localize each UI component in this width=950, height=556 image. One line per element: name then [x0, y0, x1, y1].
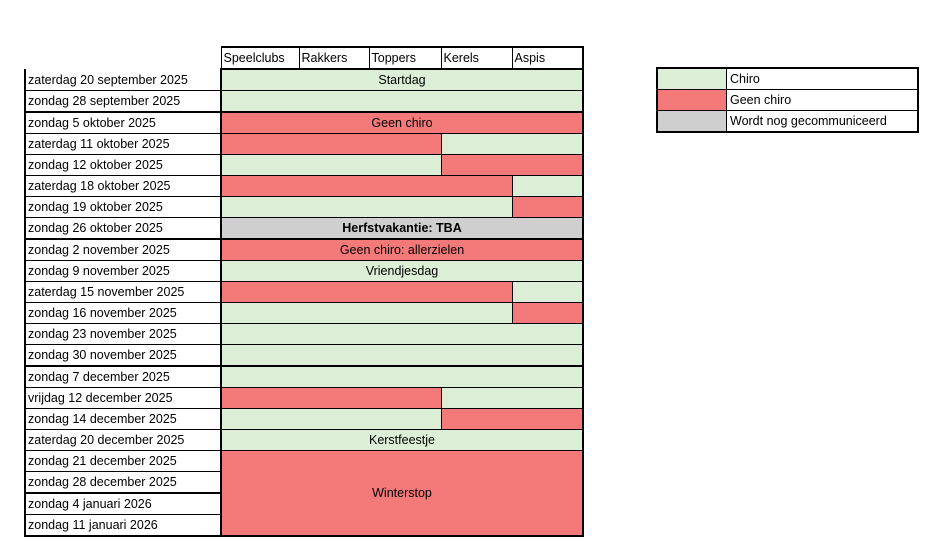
status-cell [220, 90, 584, 113]
event-cell: Herfstvakantie: TBA [220, 217, 584, 240]
schedule-row: zondag 9 november 2025 Vriendjesdag [24, 260, 584, 282]
schedule-row: zaterdag 15 november 2025 [24, 281, 584, 303]
schedule-table: Speelclubs Rakkers Toppers Kerels Aspis zater… [24, 46, 584, 537]
legend-swatch-grey [656, 110, 727, 133]
schedule-row: zondag 2 november 2025 Geen chiro: allerz… [24, 238, 584, 261]
schedule-row: zondag 11 januari 2026 [24, 514, 583, 537]
event-cell: Kerstfeestje [220, 429, 584, 451]
date-cell: zaterdag 18 oktober 2025 [24, 175, 222, 197]
date-cell: zaterdag 20 september 2025 [24, 69, 222, 91]
schedule-row: zondag 28 september 2025 [24, 90, 584, 113]
status-cell [511, 175, 584, 197]
date-cell: zondag 4 januari 2026 [24, 492, 222, 515]
legend-row: Geen chiro [656, 89, 919, 111]
event-cell: Winterstop [220, 450, 584, 537]
group-header-speelclubs: Speelclubs [220, 46, 300, 70]
status-cell [220, 323, 584, 345]
status-cell [220, 196, 513, 218]
status-cell [220, 175, 513, 197]
date-cell: zondag 9 november 2025 [24, 260, 222, 282]
date-cell: zaterdag 11 oktober 2025 [24, 133, 222, 155]
status-cell [511, 281, 584, 303]
legend-row: Wordt nog gecommuniceerd [656, 110, 919, 133]
status-cell [220, 344, 584, 367]
legend-row: Chiro [656, 67, 919, 90]
status-cell [220, 133, 442, 155]
date-cell: zondag 5 oktober 2025 [24, 111, 222, 134]
status-cell [220, 408, 442, 430]
schedule-row: zondag 12 oktober 2025 [24, 154, 584, 176]
date-cell: zondag 11 januari 2026 [24, 514, 222, 537]
date-cell: zondag 14 december 2025 [24, 408, 222, 430]
header-row: Speelclubs Rakkers Toppers Kerels Aspis [25, 46, 584, 70]
schedule-row: zaterdag 20 december 2025 Kerstfeestje [24, 429, 584, 451]
legend-label: Chiro [726, 67, 919, 90]
event-cell: Geen chiro [220, 111, 584, 134]
status-cell [440, 133, 584, 155]
group-header-aspis: Aspis [511, 46, 584, 70]
schedule-row: zondag 4 januari 2026 [24, 492, 583, 515]
schedule-row: zondag 23 november 2025 [24, 323, 584, 345]
date-cell: zaterdag 15 november 2025 [24, 281, 222, 303]
date-cell: zondag 16 november 2025 [24, 302, 222, 324]
status-cell [440, 387, 584, 409]
group-header-toppers: Toppers [368, 46, 442, 70]
event-cell: Vriendjesdag [220, 260, 584, 282]
legend-label: Wordt nog gecommuniceerd [726, 110, 919, 133]
event-cell: Geen chiro: allerzielen [220, 238, 584, 261]
group-header-rakkers: Rakkers [298, 46, 370, 70]
status-cell [220, 387, 442, 409]
schedule-row: zondag 5 oktober 2025 Geen chiro [24, 111, 584, 134]
legend-swatch-green [656, 67, 727, 90]
date-cell: zondag 19 oktober 2025 [24, 196, 222, 218]
status-cell [440, 408, 584, 430]
schedule-row: zondag 26 oktober 2025 Herfstvakantie: TB… [24, 217, 584, 240]
schedule-row: zondag 28 december 2025 [24, 471, 583, 494]
status-cell [511, 302, 584, 324]
date-cell: zondag 12 oktober 2025 [24, 154, 222, 176]
schedule-row: zaterdag 18 oktober 2025 [24, 175, 584, 197]
legend-swatch-red [656, 89, 727, 111]
status-cell [220, 154, 442, 176]
date-cell: vrijdag 12 december 2025 [24, 387, 222, 409]
date-cell: zondag 2 november 2025 [24, 238, 222, 261]
date-cell: zondag 26 oktober 2025 [24, 217, 222, 240]
status-cell [440, 154, 584, 176]
status-cell [220, 281, 513, 303]
schedule-row: zaterdag 20 september 2025 Startdag [24, 69, 584, 91]
schedule-row: zaterdag 11 oktober 2025 [24, 133, 584, 155]
status-cell [220, 302, 513, 324]
date-cell: zondag 28 september 2025 [24, 90, 222, 113]
schedule-row: zondag 16 november 2025 [24, 302, 584, 324]
date-cell: zondag 23 november 2025 [24, 323, 222, 345]
date-cell: zondag 28 december 2025 [24, 471, 222, 494]
date-cell: zaterdag 20 december 2025 [24, 429, 222, 451]
schedule-row: vrijdag 12 december 2025 [24, 387, 584, 409]
schedule-row: zondag 19 oktober 2025 [24, 196, 584, 218]
date-cell: zondag 30 november 2025 [24, 344, 222, 367]
legend-label: Geen chiro [726, 89, 919, 111]
date-cell: zondag 21 december 2025 [24, 450, 222, 472]
group-header-kerels: Kerels [440, 46, 513, 70]
event-cell: Startdag [220, 69, 584, 91]
date-cell: zondag 7 december 2025 [24, 365, 222, 388]
header-corner [25, 47, 221, 69]
legend-table: Chiro Geen chiro Wordt nog gecommuniceerd [656, 67, 919, 133]
schedule-row: zondag 30 november 2025 [24, 344, 584, 367]
status-cell [220, 365, 584, 388]
schedule-row: zondag 21 december 2025 Winterstop [24, 450, 584, 537]
schedule-row: zondag 7 december 2025 [24, 365, 584, 388]
status-cell [511, 196, 584, 218]
schedule-row: zondag 14 december 2025 [24, 408, 584, 430]
